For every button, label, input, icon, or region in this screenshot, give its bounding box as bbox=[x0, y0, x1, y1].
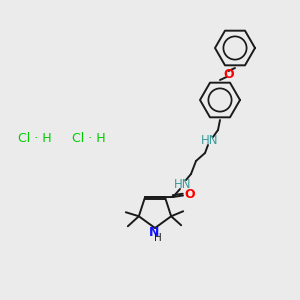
Text: O: O bbox=[223, 68, 234, 80]
Text: Cl · H: Cl · H bbox=[18, 131, 52, 145]
Text: HN: HN bbox=[174, 178, 192, 190]
Text: N: N bbox=[149, 226, 159, 239]
Text: Cl · H: Cl · H bbox=[72, 131, 106, 145]
Text: HN: HN bbox=[201, 134, 219, 146]
Text: H: H bbox=[154, 233, 162, 243]
Text: O: O bbox=[185, 188, 195, 202]
